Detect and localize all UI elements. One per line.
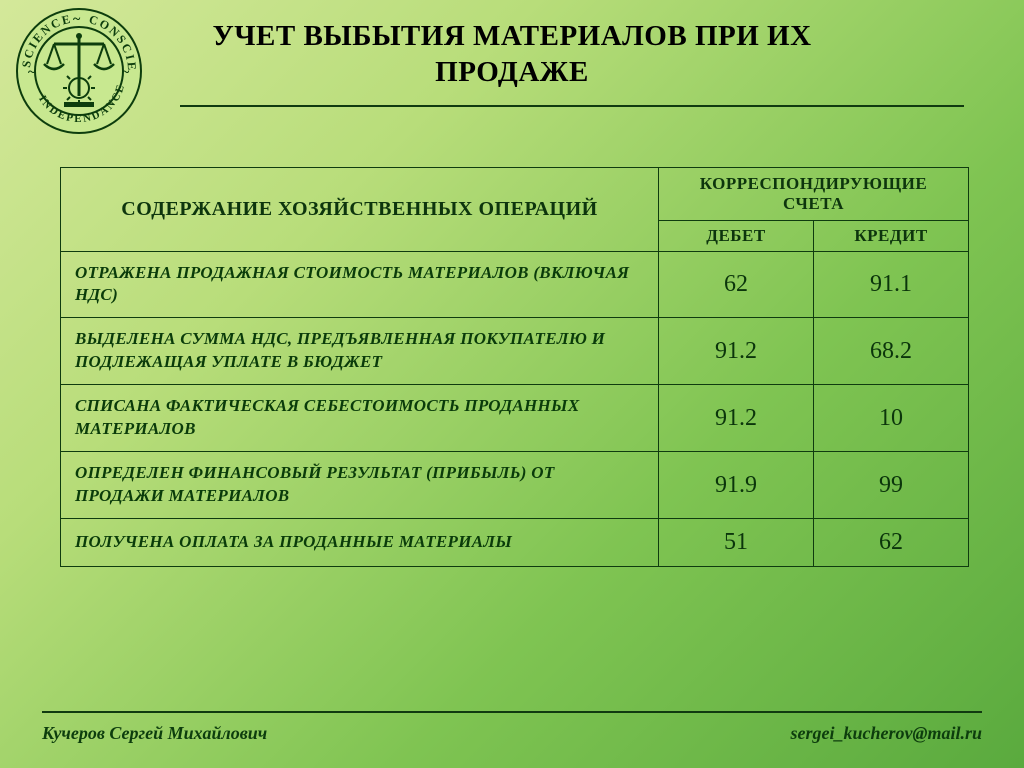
footer-author: Кучеров Сергей Михайлович <box>42 723 267 744</box>
credit-cell: 99 <box>814 452 969 519</box>
col-header-credit: КРЕДИТ <box>814 220 969 251</box>
col-header-debit: ДЕБЕТ <box>659 220 814 251</box>
operation-cell: ОТРАЖЕНА ПРОДАЖНАЯ СТОИМОСТЬ МАТЕРИАЛОВ … <box>61 251 659 318</box>
table-row: ВЫДЕЛЕНА СУММА НДС, ПРЕДЪЯВЛЕННАЯ ПОКУПА… <box>61 318 969 385</box>
credit-cell: 68.2 <box>814 318 969 385</box>
emblem-logo: SCIENCE CONSCIENCE INDEPENDANCE ~ ~ ~ <box>14 6 144 136</box>
operation-cell: ПОЛУЧЕНА ОПЛАТА ЗА ПРОДАННЫЕ МАТЕРИАЛЫ <box>61 519 659 567</box>
footer-email: sergei_kucherov@mail.ru <box>791 723 982 744</box>
svg-text:~: ~ <box>122 65 130 80</box>
accounting-table: СОДЕРЖАНИЕ ХОЗЯЙСТВЕННЫХ ОПЕРАЦИЙ КОРРЕС… <box>60 167 969 568</box>
table-row: ПОЛУЧЕНА ОПЛАТА ЗА ПРОДАННЫЕ МАТЕРИАЛЫ 5… <box>61 519 969 567</box>
credit-cell: 91.1 <box>814 251 969 318</box>
svg-text:~: ~ <box>28 65 36 80</box>
header-rule <box>180 105 964 107</box>
col-header-operations: СОДЕРЖАНИЕ ХОЗЯЙСТВЕННЫХ ОПЕРАЦИЙ <box>61 167 659 251</box>
debit-cell: 91.9 <box>659 452 814 519</box>
debit-cell: 51 <box>659 519 814 567</box>
credit-cell: 62 <box>814 519 969 567</box>
debit-cell: 91.2 <box>659 318 814 385</box>
table-row: ОТРАЖЕНА ПРОДАЖНАЯ СТОИМОСТЬ МАТЕРИАЛОВ … <box>61 251 969 318</box>
operation-cell: ВЫДЕЛЕНА СУММА НДС, ПРЕДЪЯВЛЕННАЯ ПОКУПА… <box>61 318 659 385</box>
operation-cell: ОПРЕДЕЛЕН ФИНАНСОВЫЙ РЕЗУЛЬТАТ (ПРИБЫЛЬ)… <box>61 452 659 519</box>
svg-text:~: ~ <box>73 12 81 27</box>
col-header-corresponding: КОРРЕСПОНДИРУЮЩИЕ СЧЕТА <box>659 167 969 220</box>
footer-rule <box>42 711 982 713</box>
page-title: УЧЕТ ВЫБЫТИЯ МАТЕРИАЛОВ ПРИ ИХ ПРОДАЖЕ <box>30 18 994 91</box>
debit-cell: 62 <box>659 251 814 318</box>
credit-cell: 10 <box>814 385 969 452</box>
operation-cell: СПИСАНА ФАКТИЧЕСКАЯ СЕБЕСТОИМОСТЬ ПРОДАН… <box>61 385 659 452</box>
table-row: СПИСАНА ФАКТИЧЕСКАЯ СЕБЕСТОИМОСТЬ ПРОДАН… <box>61 385 969 452</box>
debit-cell: 91.2 <box>659 385 814 452</box>
table-row: ОПРЕДЕЛЕН ФИНАНСОВЫЙ РЕЗУЛЬТАТ (ПРИБЫЛЬ)… <box>61 452 969 519</box>
